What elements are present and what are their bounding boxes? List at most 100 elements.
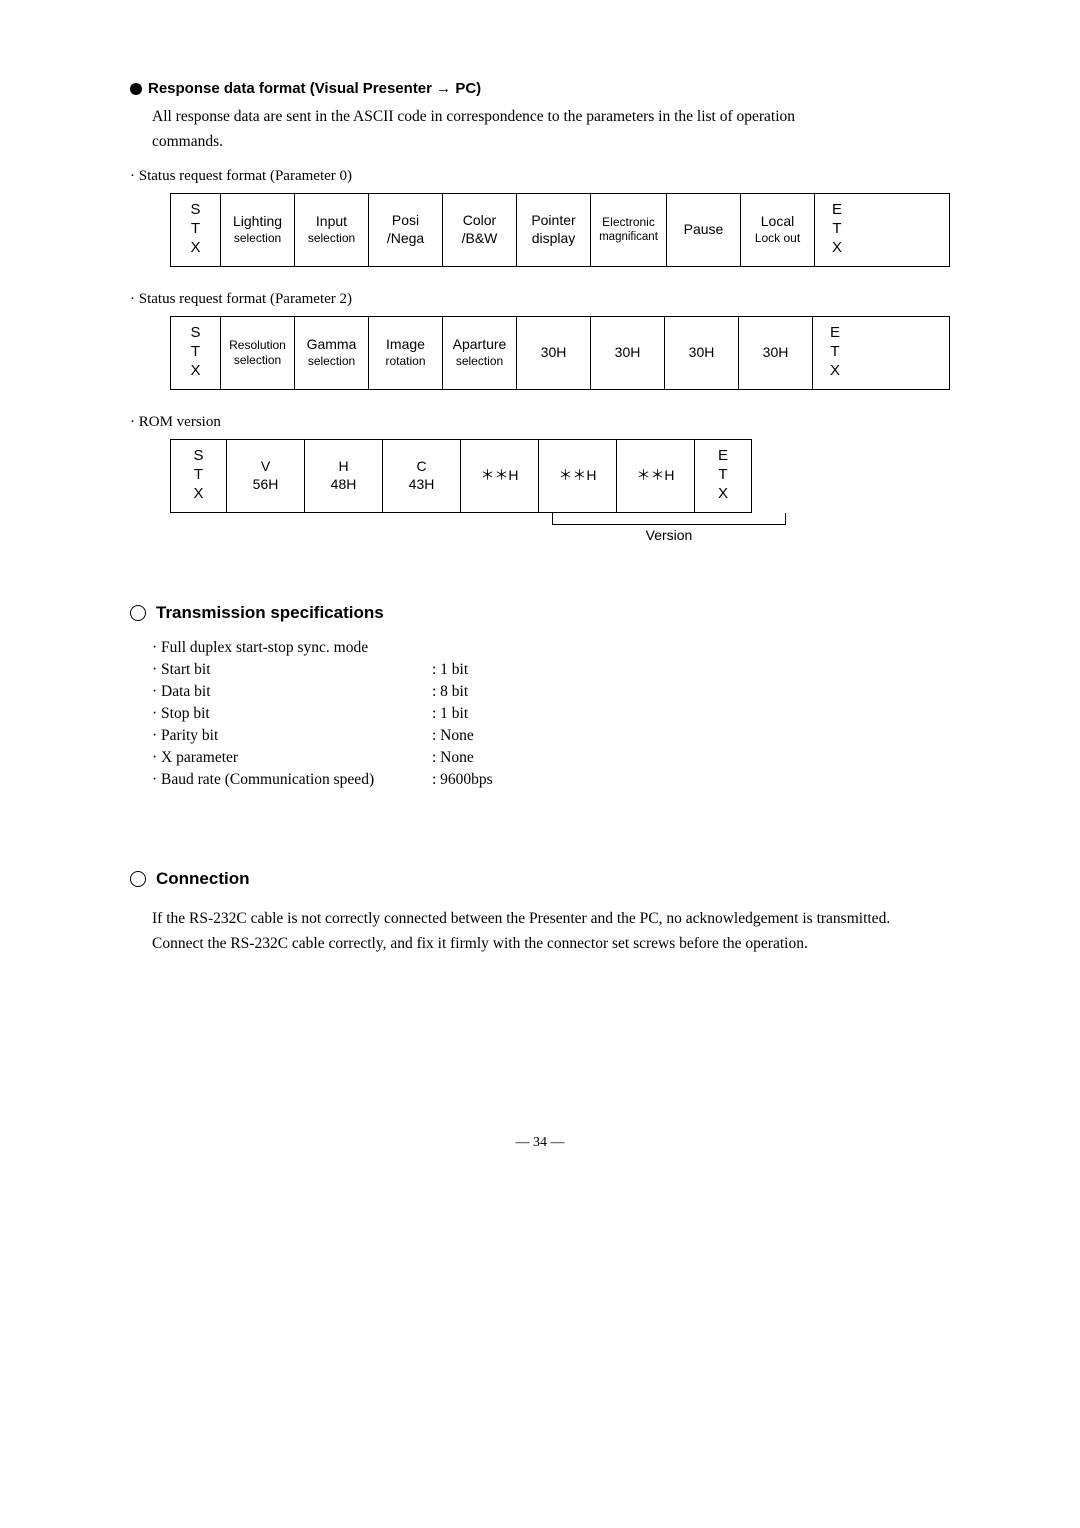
cell-line: display (532, 230, 576, 248)
table-cell: Pointer display (517, 194, 591, 266)
cell-line: X (193, 485, 203, 504)
cell-line: selection (308, 231, 355, 246)
circle-icon (130, 605, 146, 621)
cell-line: X (718, 485, 728, 504)
circle-icon (130, 871, 146, 887)
transmission-spec-list: · Full duplex start-stop sync. mode · St… (152, 639, 950, 789)
cell-line: S (190, 201, 200, 220)
cell-line: ＊＊H (636, 467, 674, 485)
spec-value: : 1 bit (432, 705, 468, 723)
cell-line: Image (386, 336, 425, 354)
connection-p2: Connect the RS-232C cable correctly, and… (152, 932, 950, 955)
spec-row: · Data bit : 8 bit (152, 683, 950, 701)
cell-line: Pause (684, 221, 724, 239)
rom-label: · ROM version (130, 414, 950, 431)
spec-label: · Start bit (152, 661, 432, 679)
connection-p1: If the RS-232C cable is not correctly co… (152, 907, 950, 930)
connection-title: Connection (156, 869, 250, 889)
version-label: Version (552, 527, 786, 543)
spec-row: · Parity bit : None (152, 727, 950, 745)
cell-line: H (338, 458, 348, 476)
cell-line: X (190, 362, 200, 381)
param0-label: · Status request format (Parameter 0) (130, 168, 950, 185)
table-cell: Local Lock out (741, 194, 815, 266)
cell-line: T (832, 220, 841, 239)
cell-line: T (191, 220, 200, 239)
table-cell: Posi /Nega (369, 194, 443, 266)
spec-value: : 1 bit (432, 661, 468, 679)
page-number: — 34 — (130, 1135, 950, 1151)
cell-line: X (830, 362, 840, 381)
spec-value: : 8 bit (432, 683, 468, 701)
spec-label: · Data bit (152, 683, 432, 701)
cell-line: rotation (385, 354, 425, 369)
table-cell: ＊＊H (539, 440, 617, 512)
cell-line: E (830, 324, 840, 343)
cell-line: Input (316, 213, 347, 231)
cell-line: C (416, 458, 426, 476)
cell-line: Color (463, 212, 496, 230)
transmission-heading: Transmission specifications (130, 603, 950, 623)
cell-line: Posi (392, 212, 419, 230)
spec-label: · Full duplex start-stop sync. mode (152, 639, 432, 657)
cell-line: S (193, 447, 203, 466)
table-cell: 30H (665, 317, 739, 389)
cell-line: E (832, 201, 842, 220)
cell-line: selection (308, 354, 355, 369)
cell-line: X (190, 239, 200, 258)
table-cell: 30H (591, 317, 665, 389)
spec-value: : None (432, 727, 474, 745)
cell-line: Lighting (233, 213, 282, 231)
table-cell-stx: S T X (171, 440, 227, 512)
cell-line: 30H (541, 344, 567, 362)
cell-line: T (191, 343, 200, 362)
cell-line: Lock out (755, 231, 800, 246)
bullet-icon (130, 83, 142, 95)
cell-line: Resolution (229, 338, 286, 353)
cell-line: T (194, 466, 203, 485)
table-cell: Lighting selection (221, 194, 295, 266)
response-format-heading: Response data format (Visual Presenter →… (130, 80, 950, 97)
cell-line: ＊＊H (558, 467, 596, 485)
spec-row: · Full duplex start-stop sync. mode (152, 639, 950, 657)
spec-value: : 9600bps (432, 771, 493, 789)
table-cell: H 48H (305, 440, 383, 512)
table-cell: Gamma selection (295, 317, 369, 389)
cell-line: /Nega (387, 230, 424, 248)
param2-table: S T X Resolution selection Gamma selecti… (170, 316, 950, 390)
connection-heading: Connection (130, 869, 950, 889)
spec-row: · Baud rate (Communication speed) : 9600… (152, 771, 950, 789)
cell-line: 30H (615, 344, 641, 362)
spec-row: · Start bit : 1 bit (152, 661, 950, 679)
table-cell: V 56H (227, 440, 305, 512)
param2-label: · Status request format (Parameter 2) (130, 291, 950, 308)
spec-label: · Baud rate (Communication speed) (152, 771, 432, 789)
table-cell: Image rotation (369, 317, 443, 389)
cell-line: Local (761, 213, 794, 231)
table-cell: 30H (517, 317, 591, 389)
table-cell-stx: S T X (171, 194, 221, 266)
response-body-line1: All response data are sent in the ASCII … (152, 105, 950, 128)
response-body-line2: commands. (152, 130, 950, 153)
bracket-icon (552, 513, 786, 525)
cell-line: selection (234, 231, 281, 246)
table-cell: Input selection (295, 194, 369, 266)
cell-line: E (718, 447, 728, 466)
spec-value: : None (432, 749, 474, 767)
cell-line: T (830, 343, 839, 362)
cell-line: selection (456, 354, 503, 369)
table-cell: Electronic magnificant (591, 194, 667, 266)
table-cell: ＊＊H (461, 440, 539, 512)
table-cell-etx: E T X (695, 440, 751, 512)
spec-label: · Parity bit (152, 727, 432, 745)
cell-line: Pointer (531, 212, 575, 230)
cell-line: X (832, 239, 842, 258)
spec-label: · Stop bit (152, 705, 432, 723)
rom-table: S T X V 56H H 48H C 43H ＊＊H ＊＊H ＊＊H E T … (170, 439, 752, 513)
transmission-title: Transmission specifications (156, 603, 384, 623)
table-cell: C 43H (383, 440, 461, 512)
cell-line: 56H (253, 476, 279, 494)
param0-table: S T X Lighting selection Input selection… (170, 193, 950, 267)
cell-line: Electronic (602, 215, 655, 230)
cell-line: 30H (689, 344, 715, 362)
